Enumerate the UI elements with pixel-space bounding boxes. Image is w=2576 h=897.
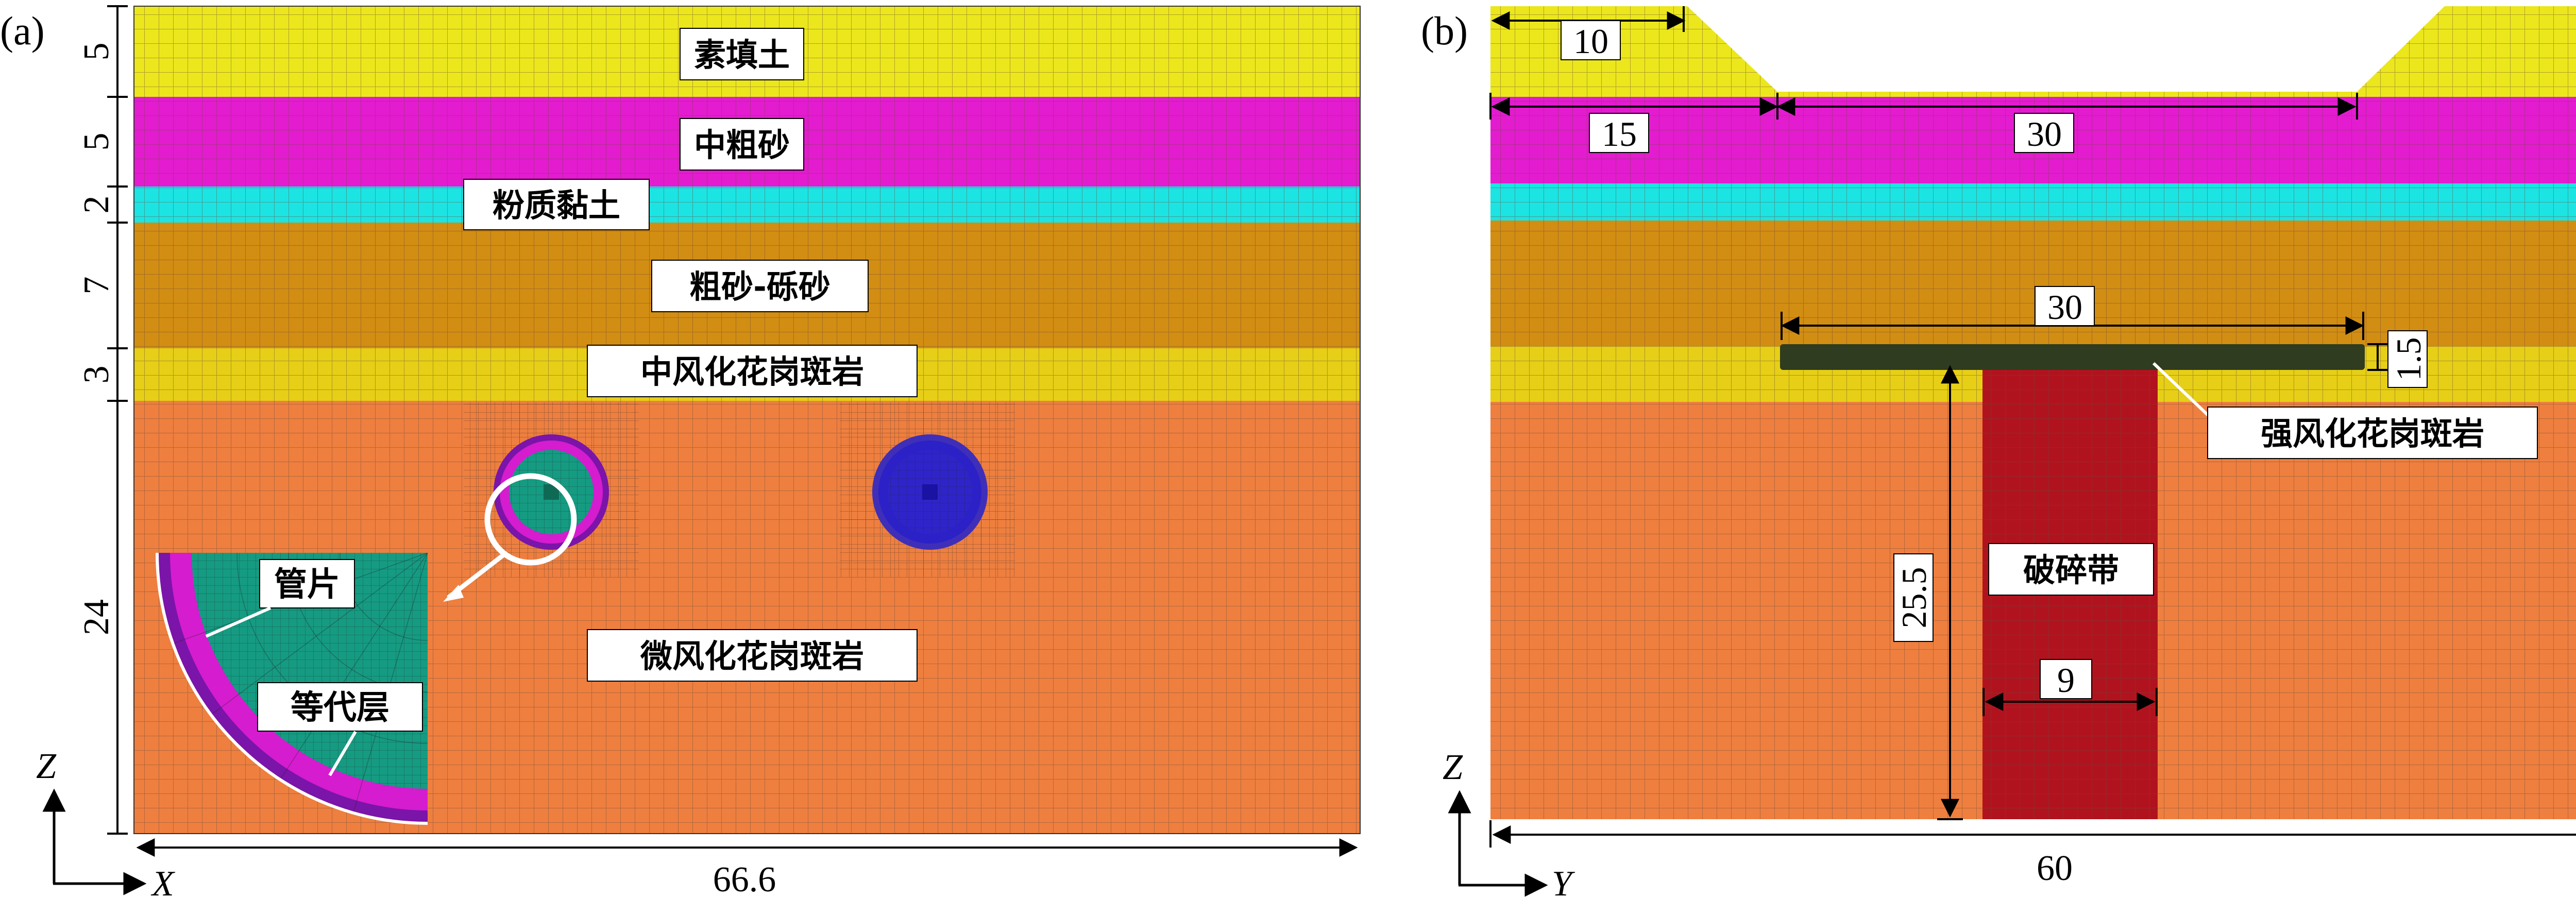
dim-total-width: 60 bbox=[2037, 849, 2073, 888]
thickness-4: 7 bbox=[77, 277, 116, 295]
thickness-3: 2 bbox=[77, 196, 116, 214]
panel-b: (b) bbox=[1421, 6, 2576, 897]
slab-pointer bbox=[2152, 362, 2212, 419]
dim-zone-width: 9 bbox=[2057, 661, 2075, 700]
thickness-1: 5 bbox=[77, 43, 116, 61]
highlight-circle bbox=[484, 473, 577, 566]
dim-left: 15 bbox=[1602, 114, 1637, 154]
domain-outline-a bbox=[133, 6, 1361, 834]
layer-label-4: 粗砂-砾砂 bbox=[689, 268, 831, 306]
labels-b: 强风化花岗斑岩 破碎带 bbox=[1988, 362, 2538, 596]
panel-b-tag: (b) bbox=[1421, 8, 1468, 53]
thickness-labels: 5 5 2 7 3 24 bbox=[77, 43, 116, 636]
layer-label-2: 中粗砂 bbox=[694, 126, 790, 164]
thickness-6: 24 bbox=[77, 599, 116, 635]
layer-label-5: 中风化花岗斑岩 bbox=[640, 353, 864, 391]
dim-zone-depth: 25.5 bbox=[1894, 567, 1934, 629]
axis-z-a: Z bbox=[36, 747, 57, 786]
axes-a: Z X bbox=[36, 747, 176, 897]
equiv-layer-label-box bbox=[257, 682, 423, 732]
axes-b: Z Y bbox=[1443, 748, 1575, 897]
dim-middle: 30 bbox=[2027, 114, 2062, 154]
dimension-labels-b: 10 15 30 30 1.5 25.5 9 60 bbox=[1561, 20, 2428, 888]
slab-label: 强风化花岗斑岩 bbox=[2261, 415, 2484, 452]
tunnel-right bbox=[872, 434, 988, 550]
axis-z-b: Z bbox=[1443, 748, 1463, 787]
fracture-zone-label: 破碎带 bbox=[2023, 551, 2119, 589]
dim-slab-thickness: 1.5 bbox=[2389, 337, 2428, 381]
panel-a-tag: (a) bbox=[0, 8, 45, 53]
dimension-lines-b bbox=[1489, 6, 2576, 848]
layer-label-1: 素填土 bbox=[694, 36, 790, 74]
axis-y-b: Y bbox=[1552, 864, 1575, 897]
lining-label-box bbox=[259, 559, 355, 608]
dim-slab-width: 30 bbox=[2047, 287, 2082, 327]
thickness-2: 5 bbox=[77, 133, 116, 151]
layer-labels-a: 素填土 中粗砂 粉质黏土 粗砂-砾砂 中风化花岗斑岩 微风化花岗斑岩 bbox=[463, 28, 918, 682]
width-label-a: 66.6 bbox=[713, 860, 776, 897]
dim-top-left: 10 bbox=[1573, 22, 1608, 61]
thickness-ruler bbox=[107, 5, 128, 835]
tunnel-left bbox=[494, 434, 609, 550]
axis-x-a: X bbox=[150, 864, 176, 897]
lining-pointer bbox=[205, 606, 272, 638]
panel-a: (a) bbox=[0, 5, 1361, 897]
thickness-5: 3 bbox=[77, 366, 116, 384]
soil-layers-a: 管片 等代层 bbox=[134, 6, 1360, 834]
layer-label-3: 粉质黏土 bbox=[493, 187, 620, 224]
equiv-layer-pointer bbox=[328, 731, 357, 776]
weathered-slab bbox=[1780, 344, 2365, 370]
layer-label-6: 微风化花岗斑岩 bbox=[640, 637, 864, 675]
equiv-layer-label: 等代层 bbox=[291, 689, 389, 727]
lining-label: 管片 bbox=[274, 566, 340, 604]
